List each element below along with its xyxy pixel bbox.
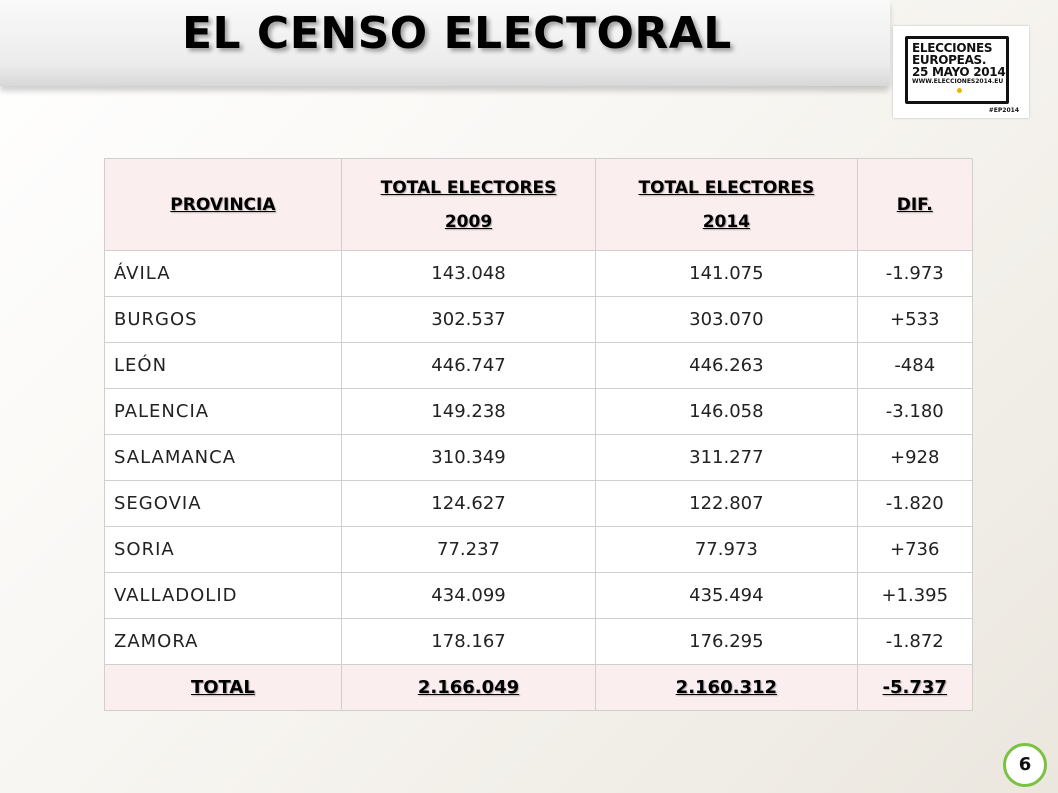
header-2014-line1: TOTAL ELECTORES — [638, 177, 815, 198]
value-2009-cell: 434.099 — [340, 572, 597, 619]
diff-cell: -1.973 — [856, 250, 973, 297]
header-diff: DIF. — [856, 158, 973, 251]
value-2009-cell: 143.048 — [340, 250, 597, 297]
table-row: BURGOS 302.537 303.070 +533 — [104, 296, 973, 343]
logo-url: WWW.ELECCIONES2014.EU — [912, 78, 1004, 85]
province-cell: SALAMANCA — [104, 434, 342, 481]
value-2009-cell: 446.747 — [340, 342, 597, 389]
page-title: EL CENSO ELECTORAL — [182, 8, 732, 59]
elections-logo: ELECCIONES EUROPEAS. 25 MAYO 2014 WWW.EL… — [893, 26, 1029, 118]
value-2014-cell: 303.070 — [595, 296, 858, 343]
total-row: TOTAL 2.166.049 2.160.312 -5.737 — [104, 664, 973, 711]
title-band — [0, 0, 890, 86]
province-cell: PALENCIA — [104, 388, 342, 435]
logo-frame: ELECCIONES EUROPEAS. 25 MAYO 2014 WWW.EL… — [905, 36, 1009, 104]
value-2014-cell: 122.807 — [595, 480, 858, 527]
logo-dot-icon — [957, 88, 962, 93]
province-cell: BURGOS — [104, 296, 342, 343]
value-2009-cell: 302.537 — [340, 296, 597, 343]
value-2009-cell: 178.167 — [340, 618, 597, 665]
value-2014-cell: 311.277 — [595, 434, 858, 481]
table-row: SALAMANCA 310.349 311.277 +928 — [104, 434, 973, 481]
value-2014-cell: 446.263 — [595, 342, 858, 389]
table-row: PALENCIA 149.238 146.058 -3.180 — [104, 388, 973, 435]
header-2009-line1: TOTAL ELECTORES — [380, 177, 557, 198]
province-cell: ZAMORA — [104, 618, 342, 665]
table-row: VALLADOLID 434.099 435.494 +1.395 — [104, 572, 973, 619]
table-row: SORIA 77.237 77.973 +736 — [104, 526, 973, 573]
diff-cell: -3.180 — [856, 388, 973, 435]
province-cell: ÁVILA — [104, 250, 342, 297]
value-2009-cell: 124.627 — [340, 480, 597, 527]
logo-hashtag: #EP2014 — [988, 107, 1019, 114]
total-2014-cell: 2.160.312 — [595, 664, 858, 711]
header-total-2009: TOTAL ELECTORES 2009 — [340, 158, 597, 251]
value-2014-cell: 146.058 — [595, 388, 858, 435]
total-diff-cell: -5.737 — [856, 664, 973, 711]
diff-cell: -1.872 — [856, 618, 973, 665]
table-row: LEÓN 446.747 446.263 -484 — [104, 342, 973, 389]
diff-cell: +928 — [856, 434, 973, 481]
table-row: SEGOVIA 124.627 122.807 -1.820 — [104, 480, 973, 527]
diff-cell: -484 — [856, 342, 973, 389]
census-table: PROVINCIA TOTAL ELECTORES 2009 TOTAL ELE… — [104, 158, 973, 711]
page-number-badge: 6 — [1003, 743, 1047, 787]
diff-cell: +1.395 — [856, 572, 973, 619]
value-2009-cell: 77.237 — [340, 526, 597, 573]
logo-line-1: ELECCIONES — [912, 41, 993, 55]
value-2009-cell: 149.238 — [340, 388, 597, 435]
value-2014-cell: 176.295 — [595, 618, 858, 665]
value-2014-cell: 435.494 — [595, 572, 858, 619]
table-row: ZAMORA 178.167 176.295 -1.872 — [104, 618, 973, 665]
value-2009-cell: 310.349 — [340, 434, 597, 481]
diff-cell: +736 — [856, 526, 973, 573]
diff-cell: +533 — [856, 296, 973, 343]
header-2009-line2: 2009 — [444, 211, 493, 232]
table-header-row: PROVINCIA TOTAL ELECTORES 2009 TOTAL ELE… — [104, 158, 973, 251]
total-label-cell: TOTAL — [104, 664, 342, 711]
value-2014-cell: 141.075 — [595, 250, 858, 297]
total-2009-cell: 2.166.049 — [340, 664, 597, 711]
province-cell: LEÓN — [104, 342, 342, 389]
province-cell: SEGOVIA — [104, 480, 342, 527]
header-province: PROVINCIA — [104, 158, 342, 251]
logo-line-3: 25 MAYO 2014 — [912, 65, 1006, 79]
logo-line-2: EUROPEAS. — [912, 53, 987, 67]
diff-cell: -1.820 — [856, 480, 973, 527]
table-row: ÁVILA 143.048 141.075 -1.973 — [104, 250, 973, 297]
value-2014-cell: 77.973 — [595, 526, 858, 573]
header-2014-line2: 2014 — [702, 211, 751, 232]
header-total-2014: TOTAL ELECTORES 2014 — [595, 158, 858, 251]
province-cell: SORIA — [104, 526, 342, 573]
province-cell: VALLADOLID — [104, 572, 342, 619]
